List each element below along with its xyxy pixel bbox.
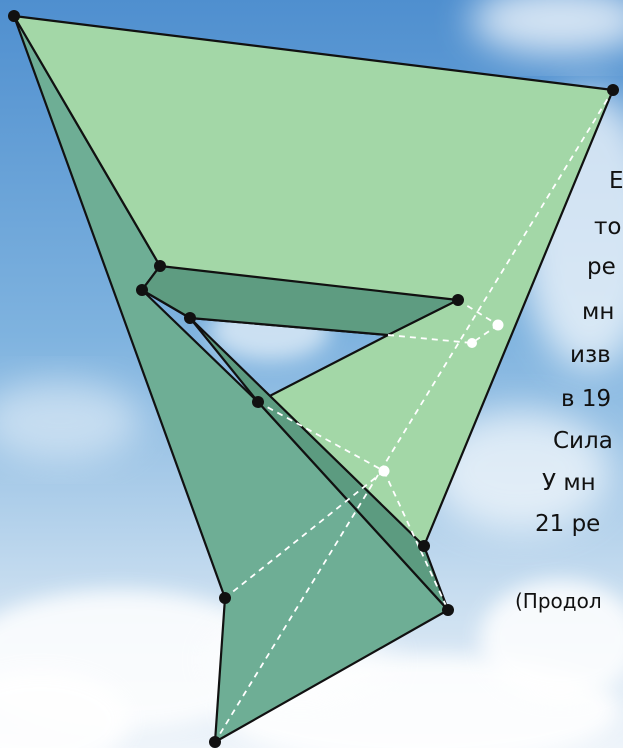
text-line-5: изв xyxy=(570,342,611,368)
text-line-2: то xyxy=(594,214,622,240)
text-line-9: 21 ре xyxy=(535,511,601,537)
text-line-3: ре xyxy=(587,254,616,280)
text-line-4: мн xyxy=(582,299,615,325)
visible-vertices xyxy=(8,10,619,748)
text-line-6: в 19 xyxy=(561,386,612,412)
text-line-8: У мн xyxy=(542,470,596,496)
text-line-1: Е xyxy=(609,168,623,194)
continued-note: (Продол xyxy=(515,589,602,613)
hidden-vertices xyxy=(378,319,504,477)
text-line-7: Сила xyxy=(553,428,613,454)
polyhedron-faces xyxy=(12,14,615,744)
hidden-edges xyxy=(214,89,614,743)
